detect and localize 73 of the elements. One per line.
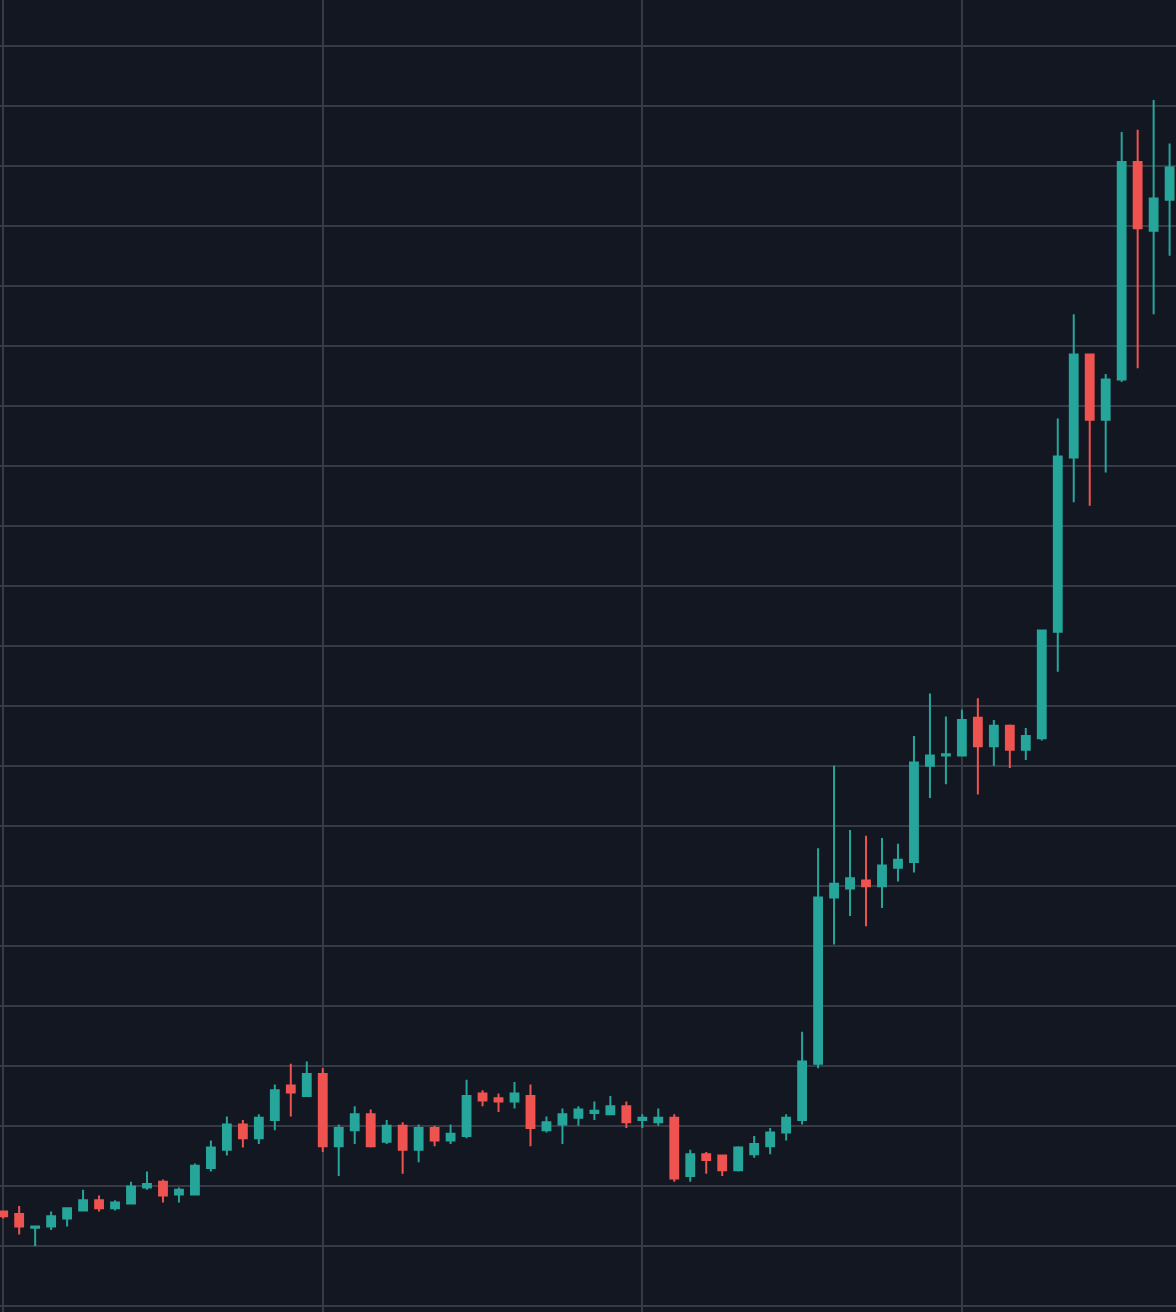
candlestick: [589, 1100, 600, 1121]
candlestick: [0, 1209, 9, 1220]
candlestick: [733, 1145, 744, 1173]
candlestick: [253, 1113, 264, 1145]
candlestick: [94, 1194, 104, 1213]
candlestick: [1164, 142, 1175, 257]
candlestick: [30, 1224, 41, 1247]
candlestick: [1020, 727, 1031, 762]
candlestick: [797, 1030, 808, 1126]
candlestick: [717, 1154, 728, 1178]
candlestick: [333, 1123, 344, 1178]
candlestick: [605, 1094, 616, 1116]
candlestick: [749, 1134, 760, 1159]
candlestick: [62, 1207, 73, 1228]
candlestick: [269, 1083, 280, 1132]
candlestick: [893, 842, 903, 883]
candlestick: [206, 1139, 216, 1173]
candlestick: [413, 1123, 424, 1164]
candlestick: [845, 829, 855, 917]
candlestick: [637, 1113, 648, 1129]
candlestick: [509, 1081, 520, 1110]
candlestick: [365, 1108, 376, 1149]
candlestick: [1084, 353, 1095, 507]
candlestick: [861, 834, 871, 928]
candlestick: [349, 1105, 360, 1145]
candlestick: [397, 1121, 408, 1175]
candlestick: [1052, 417, 1063, 673]
candlestick: [1036, 629, 1047, 742]
candlestick: [461, 1078, 472, 1140]
candlestick: [1100, 372, 1111, 474]
candlestick: [701, 1151, 712, 1175]
candlestick: [557, 1107, 568, 1145]
candlestick: [541, 1115, 552, 1134]
candlestick: [525, 1083, 536, 1148]
candlestick: [381, 1118, 392, 1145]
candlestick: [78, 1188, 88, 1213]
candlestick: [445, 1123, 456, 1145]
candlestick: [765, 1126, 776, 1156]
candlestick: [110, 1199, 120, 1212]
candlestick: [877, 837, 887, 909]
candlestick: [158, 1178, 168, 1204]
candlestick: [829, 764, 839, 946]
candlestick: [493, 1092, 504, 1113]
candlestick: [1148, 99, 1159, 316]
candlestick: [956, 708, 967, 757]
candlestick: [174, 1186, 184, 1204]
candlestick: [237, 1118, 248, 1149]
candlestick: [941, 715, 951, 786]
candlestick: [653, 1107, 664, 1127]
candlestick: [909, 735, 919, 874]
candlestick: [925, 692, 935, 799]
candlestick: [221, 1115, 232, 1157]
candlestick: [972, 697, 983, 796]
candlestick: [190, 1162, 200, 1197]
candlestick: [621, 1100, 632, 1129]
candlestick: [1068, 313, 1079, 504]
candlestick: [988, 718, 999, 767]
candlestick: [14, 1204, 25, 1236]
candlestick: [781, 1113, 792, 1142]
candlestick: [1004, 723, 1015, 770]
candlestick: [317, 1067, 328, 1154]
candlestick: [301, 1060, 312, 1097]
candlestick: [126, 1180, 136, 1205]
candlestick: [1116, 131, 1127, 383]
candlestick: [685, 1148, 696, 1183]
candlestick: [813, 847, 823, 1070]
candlestick: [1132, 128, 1143, 370]
candlestick: [285, 1062, 296, 1118]
candlestick: [142, 1170, 152, 1191]
candlestick: [573, 1105, 584, 1127]
candlestick: [46, 1210, 57, 1231]
candlestick: [429, 1124, 440, 1148]
candlestick: [669, 1113, 680, 1183]
